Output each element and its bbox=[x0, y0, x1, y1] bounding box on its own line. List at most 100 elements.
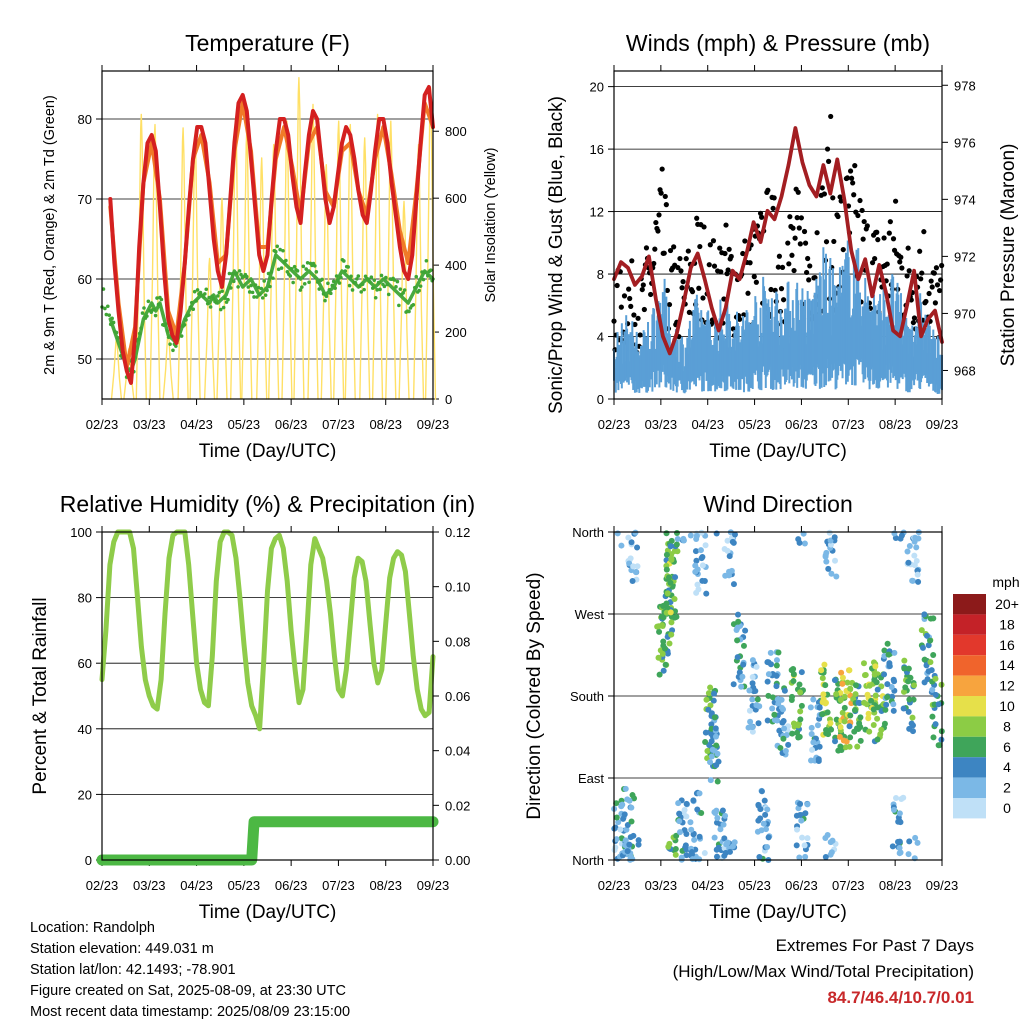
dewpoint-point bbox=[330, 283, 335, 288]
dewpoint-point bbox=[323, 298, 327, 303]
dewpoint-point bbox=[203, 292, 207, 296]
solar-spike bbox=[359, 137, 371, 400]
direction-point bbox=[680, 537, 687, 544]
dewpoint-point bbox=[246, 285, 251, 289]
pressure-line bbox=[612, 126, 944, 356]
dewpoint-point bbox=[353, 280, 358, 285]
dewpoint-point bbox=[265, 288, 269, 293]
direction-point bbox=[681, 827, 688, 834]
dewpoint-point bbox=[259, 286, 264, 291]
direction-point bbox=[713, 846, 720, 853]
direction-point bbox=[820, 691, 827, 698]
direction-point bbox=[613, 814, 620, 821]
gust-point bbox=[806, 277, 812, 283]
dewpoint-point bbox=[166, 335, 171, 340]
gust-point bbox=[789, 252, 795, 258]
direction-point bbox=[781, 687, 788, 694]
direction-point bbox=[613, 836, 620, 843]
direction-point bbox=[665, 843, 672, 850]
dewpoint-point bbox=[198, 290, 203, 295]
direction-point bbox=[905, 851, 912, 858]
gust-point bbox=[662, 193, 668, 200]
direction-point bbox=[692, 562, 699, 569]
dewpoint-point bbox=[315, 280, 320, 284]
gust-point bbox=[847, 168, 854, 174]
direction-point bbox=[624, 848, 631, 855]
solar-spike bbox=[333, 120, 345, 400]
direction-point bbox=[918, 627, 925, 634]
direction-point bbox=[919, 644, 926, 651]
dewpoint-point bbox=[412, 285, 417, 290]
x-tick-label: 02/23 bbox=[598, 878, 631, 893]
dewpoint-point bbox=[237, 269, 242, 273]
direction-point bbox=[756, 854, 763, 861]
direction-point bbox=[634, 544, 641, 551]
direction-point bbox=[663, 530, 670, 537]
direction-point bbox=[632, 569, 639, 576]
direction-point bbox=[764, 717, 771, 724]
direction-point bbox=[825, 731, 832, 738]
dewpoint-point bbox=[275, 244, 280, 249]
direction-point bbox=[734, 654, 741, 661]
direction-point bbox=[623, 826, 630, 833]
gust-point bbox=[860, 236, 866, 242]
direction-point bbox=[913, 544, 920, 551]
dewpoint-point bbox=[204, 287, 209, 292]
legend-swatch bbox=[953, 777, 986, 798]
dewpoint-point bbox=[136, 337, 141, 342]
direction-point bbox=[914, 839, 921, 846]
direction-point bbox=[708, 753, 715, 760]
direction-point bbox=[672, 846, 679, 853]
y-tick-label: 80 bbox=[78, 591, 92, 606]
gust-point bbox=[663, 202, 669, 208]
x-tick-label: 03/23 bbox=[645, 417, 678, 432]
solar-spike bbox=[385, 120, 397, 400]
direction-point bbox=[901, 657, 908, 664]
direction-point bbox=[846, 667, 853, 674]
direction-point bbox=[698, 810, 705, 817]
direction-point bbox=[870, 722, 877, 729]
direction-point bbox=[798, 817, 805, 824]
dewpoint-point bbox=[179, 334, 184, 338]
direction-points bbox=[611, 529, 945, 863]
direction-point bbox=[694, 581, 701, 588]
gust-point bbox=[897, 259, 903, 265]
gust-point bbox=[931, 270, 937, 276]
dewpoint-point bbox=[253, 283, 258, 287]
dewpoint-point bbox=[301, 264, 306, 269]
direction-point bbox=[846, 723, 853, 730]
direction-point bbox=[724, 547, 731, 554]
dewpoint-point bbox=[182, 322, 187, 327]
dewpoint-point bbox=[281, 248, 285, 253]
direction-point bbox=[896, 850, 903, 857]
gust-point bbox=[823, 239, 830, 245]
direction-point bbox=[890, 806, 897, 813]
direction-point bbox=[874, 736, 881, 743]
solar-spike bbox=[177, 127, 189, 400]
dewpoint-point bbox=[284, 258, 288, 263]
direction-point bbox=[827, 839, 834, 846]
direction-point bbox=[779, 719, 786, 726]
direction-point bbox=[906, 838, 913, 845]
dewpoint-point bbox=[339, 275, 343, 280]
legend-label: 10 bbox=[999, 698, 1015, 714]
direction-point bbox=[621, 811, 628, 818]
direction-point bbox=[713, 853, 720, 860]
dewpoint-point bbox=[188, 305, 193, 310]
direction-point bbox=[898, 532, 905, 539]
direction-point bbox=[661, 645, 668, 652]
direction-point bbox=[720, 821, 727, 828]
direction-point bbox=[794, 729, 801, 736]
x-tick-label: 02/23 bbox=[598, 417, 631, 432]
gust-point bbox=[864, 223, 870, 229]
gust-point bbox=[830, 195, 836, 201]
direction-point bbox=[862, 671, 869, 678]
direction-point bbox=[729, 843, 736, 850]
gust-point bbox=[887, 219, 893, 225]
gust-point bbox=[661, 250, 667, 256]
gust-point bbox=[828, 113, 834, 120]
gust-point bbox=[637, 332, 643, 338]
direction-point bbox=[890, 701, 897, 708]
dewpoint-point bbox=[189, 300, 194, 305]
direction-point bbox=[796, 854, 803, 861]
